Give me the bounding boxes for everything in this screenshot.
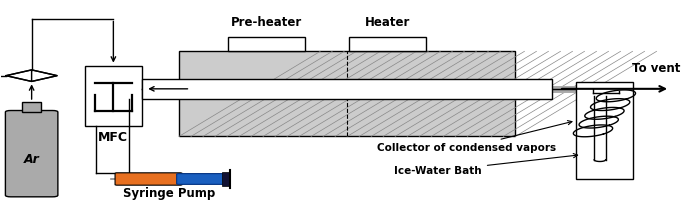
Text: To vent: To vent (632, 62, 681, 75)
Text: Syringe Pump: Syringe Pump (123, 187, 215, 200)
Polygon shape (158, 85, 172, 92)
Bar (142, 79, 552, 99)
Polygon shape (592, 110, 617, 117)
Text: Ar: Ar (24, 153, 40, 166)
Text: Ice-Water Bath: Ice-Water Bath (395, 154, 577, 176)
Polygon shape (597, 101, 623, 109)
Bar (222, 172, 230, 186)
Polygon shape (586, 118, 612, 126)
FancyBboxPatch shape (177, 174, 227, 184)
Text: Collector of condensed vapors: Collector of condensed vapors (377, 121, 572, 153)
Text: MFC: MFC (99, 131, 128, 144)
Text: Pre-heater: Pre-heater (231, 16, 302, 29)
Bar (179, 51, 515, 136)
Text: Heater: Heater (365, 16, 410, 29)
Bar (349, 37, 426, 51)
Polygon shape (603, 92, 629, 100)
Polygon shape (6, 70, 32, 81)
Bar (85, 65, 142, 126)
Polygon shape (32, 70, 58, 81)
Bar (22, 102, 41, 112)
FancyBboxPatch shape (5, 111, 58, 197)
Polygon shape (172, 85, 187, 92)
Polygon shape (580, 127, 606, 135)
Bar (576, 82, 633, 179)
FancyBboxPatch shape (115, 173, 182, 185)
Bar (227, 37, 305, 51)
